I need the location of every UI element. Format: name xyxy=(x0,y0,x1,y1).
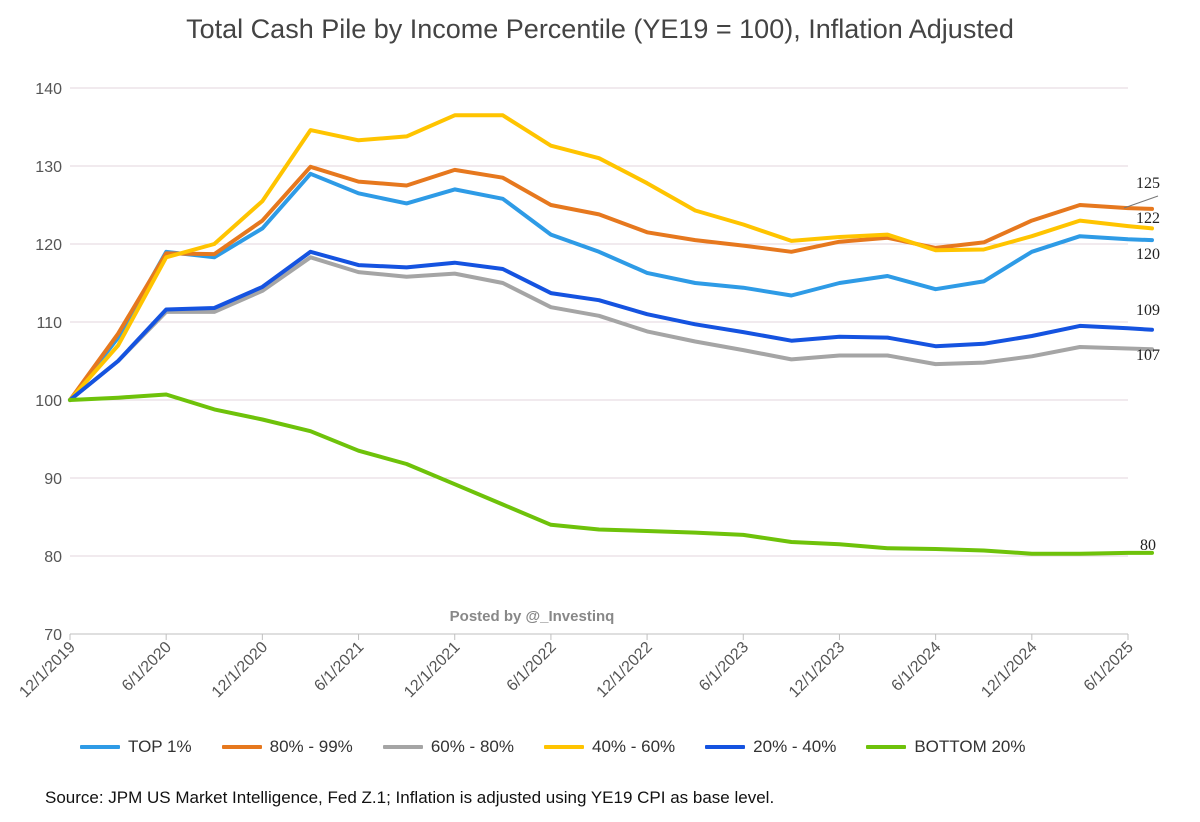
legend-swatch xyxy=(382,745,423,749)
x-tick-label: 12/1/2020 xyxy=(209,639,271,701)
end-label-leader xyxy=(1123,195,1159,209)
x-tick-label: 6/1/2023 xyxy=(696,639,752,695)
end-label: 122 xyxy=(1136,210,1160,227)
legend-item: 80% - 99% xyxy=(221,737,353,757)
x-tick-label: 12/1/2024 xyxy=(978,639,1040,701)
legend-label: 60% - 80% xyxy=(430,737,514,756)
legend-item: TOP 1% xyxy=(80,737,192,757)
gridlines xyxy=(70,87,1128,557)
y-tick-label: 120 xyxy=(35,237,62,254)
end-label: 109 xyxy=(1136,302,1160,319)
y-tick-label: 110 xyxy=(36,315,62,332)
x-tick-label: 12/1/2021 xyxy=(401,639,463,701)
y-tick-label: 80 xyxy=(44,549,62,566)
legend-swatch xyxy=(80,745,120,749)
series-line-top-1 xyxy=(68,171,1154,402)
end-label: 125 xyxy=(1136,175,1160,192)
watermark-text: Posted by @_Investinq xyxy=(450,608,615,625)
x-tick-label: 12/1/2019 xyxy=(16,639,78,701)
legend-label: 20% - 40% xyxy=(753,737,837,756)
x-tick-label: 6/1/2025 xyxy=(1081,639,1137,695)
legend-swatch xyxy=(543,745,584,749)
x-tick-label: 12/1/2022 xyxy=(594,639,656,701)
end-label: 120 xyxy=(1136,246,1160,263)
legend-swatch xyxy=(221,745,262,749)
series-line-bottom-20 xyxy=(68,392,1154,556)
x-tick-label: 6/1/2022 xyxy=(504,639,560,695)
x-axis-ticks: 12/1/2019 6/1/2020 12/1/2020 6/1/2021 12/1/2… xyxy=(16,639,1136,701)
y-tick-label: 100 xyxy=(35,393,62,410)
x-tick-label: 6/1/2024 xyxy=(888,639,944,695)
y-tick-label: 140 xyxy=(35,81,62,98)
legend-swatch xyxy=(705,745,746,749)
y-tick-label: 90 xyxy=(44,471,62,488)
end-label: 80 xyxy=(1140,537,1156,554)
legend-swatch xyxy=(866,745,907,749)
source-note: Source: JPM US Market Intelligence, Fed … xyxy=(45,788,775,807)
legend-label: BOTTOM 20% xyxy=(914,737,1026,756)
x-tick-label: 6/1/2020 xyxy=(119,639,175,695)
series-line-40-60 xyxy=(68,113,1154,402)
legend-item: 40% - 60% xyxy=(543,737,676,757)
legend-item: BOTTOM 20% xyxy=(866,737,1025,757)
legend-item: 60% - 80% xyxy=(382,737,514,757)
x-tick-label: 6/1/2021 xyxy=(311,639,367,695)
series-line-20-40 xyxy=(68,249,1154,402)
legend-label: 80% - 99% xyxy=(269,737,353,756)
legend: TOP 1% 80% - 99% 60% - 80% 40% - 60% 20% - 4… xyxy=(80,735,1180,759)
end-labels: 120 125 107 122 109 80 xyxy=(1123,175,1160,554)
end-label: 107 xyxy=(1136,347,1160,364)
legend-label: 40% - 60% xyxy=(591,737,676,756)
series-lines xyxy=(68,113,1154,556)
axes xyxy=(69,633,1129,640)
y-axis-ticks: 70 80 90 100 110 120 130 140 xyxy=(35,81,62,644)
y-tick-label: 70 xyxy=(44,627,62,644)
x-tick-label: 12/1/2023 xyxy=(786,639,848,701)
series-line-60-80 xyxy=(68,255,1154,402)
series-line-80-99 xyxy=(68,164,1154,402)
legend-label: TOP 1% xyxy=(128,737,192,756)
legend-item: 20% - 40% xyxy=(705,737,836,757)
y-tick-label: 130 xyxy=(35,159,62,176)
chart-title: Total Cash Pile by Income Percentile (YE… xyxy=(186,14,1014,44)
